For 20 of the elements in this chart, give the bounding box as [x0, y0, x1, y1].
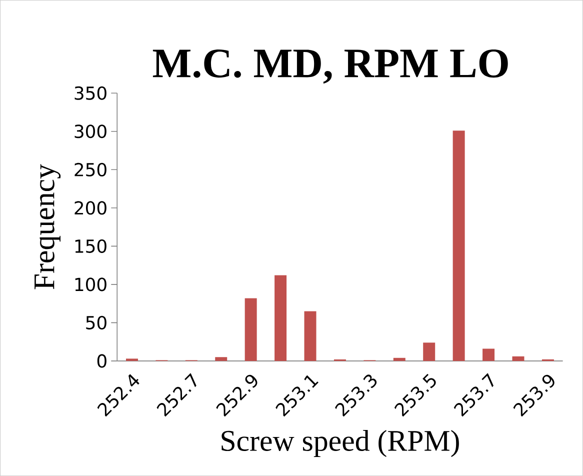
bar	[393, 358, 406, 361]
y-tick-label: 50	[86, 316, 106, 330]
bar	[482, 348, 495, 361]
y-tick-label: 150	[75, 239, 106, 253]
y-axis-title: Frequency	[34, 164, 61, 290]
y-tick-label: 300	[74, 124, 106, 138]
bar	[304, 311, 316, 361]
x-axis-title: Screw speed (RPM)	[222, 430, 459, 458]
bar	[215, 357, 228, 361]
chart-title: M.C. MD, RPM LO	[152, 49, 508, 84]
y-tick-label: 0	[97, 354, 106, 368]
y-tick-label: 200	[74, 201, 106, 215]
y-tick-label: 100	[75, 278, 106, 292]
bar	[452, 130, 465, 361]
bar	[423, 342, 436, 361]
bar	[512, 356, 524, 361]
y-tick-label: 250	[74, 162, 106, 176]
y-tick-label: 350	[74, 86, 106, 100]
bar	[244, 298, 257, 361]
bar	[274, 275, 287, 361]
